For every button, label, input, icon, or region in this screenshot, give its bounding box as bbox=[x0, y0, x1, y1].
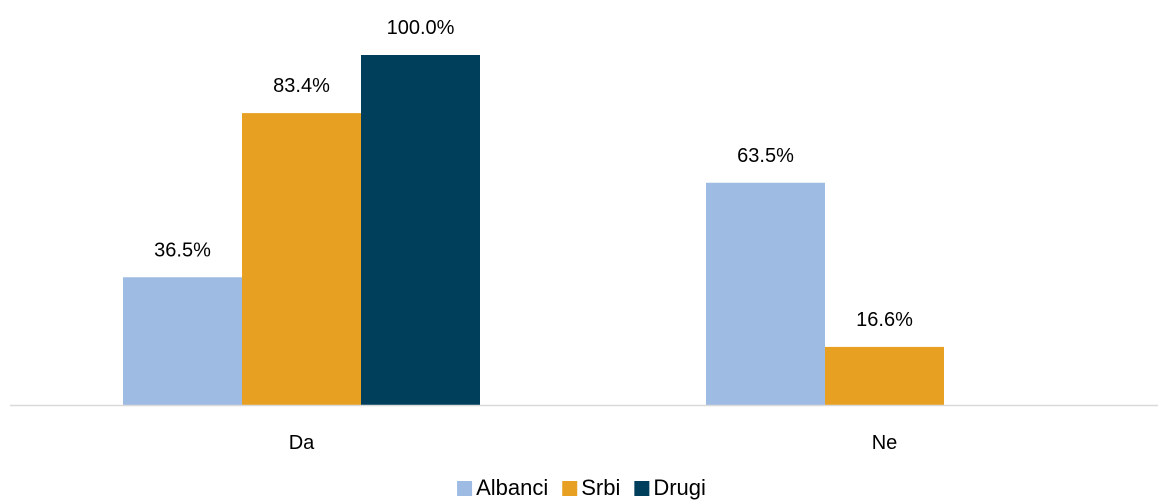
bar-da-srbi bbox=[242, 113, 361, 405]
data-label-ne-srbi: 16.6% bbox=[856, 309, 913, 331]
legend-label-srbi: Srbi bbox=[581, 475, 620, 500]
bar-ne-srbi bbox=[825, 346, 944, 405]
legend-item-albanci: Albanci bbox=[457, 475, 548, 500]
category-label-ne: Ne bbox=[872, 432, 898, 454]
legend-swatch-albanci bbox=[457, 481, 473, 496]
bar-da-drugi bbox=[361, 55, 480, 405]
legend-swatch-srbi bbox=[562, 481, 578, 496]
legend-swatch-drugi bbox=[634, 481, 650, 496]
legend-item-drugi: Drugi bbox=[634, 475, 706, 500]
legend-label-albanci: Albanci bbox=[476, 475, 548, 500]
bars-group bbox=[123, 55, 944, 405]
data-label-ne-albanci: 63.5% bbox=[737, 145, 794, 167]
category-labels-group: Da Ne bbox=[289, 432, 898, 454]
data-label-da-albanci: 36.5% bbox=[154, 239, 211, 261]
data-label-da-srbi: 83.4% bbox=[273, 75, 330, 97]
bar-ne-albanci bbox=[706, 182, 825, 405]
legend: Albanci Srbi Drugi bbox=[457, 475, 706, 500]
bar-da-albanci bbox=[123, 277, 242, 405]
data-labels-group: 36.5% 83.4% 100.0% 63.5% 16.6% bbox=[154, 17, 913, 331]
legend-label-drugi: Drugi bbox=[653, 475, 706, 500]
legend-item-srbi: Srbi bbox=[562, 475, 620, 500]
category-label-da: Da bbox=[289, 432, 315, 454]
data-label-da-drugi: 100.0% bbox=[387, 17, 455, 39]
plot-area: 36.5% 83.4% 100.0% 63.5% 16.6% Da Ne bbox=[10, 17, 1158, 454]
